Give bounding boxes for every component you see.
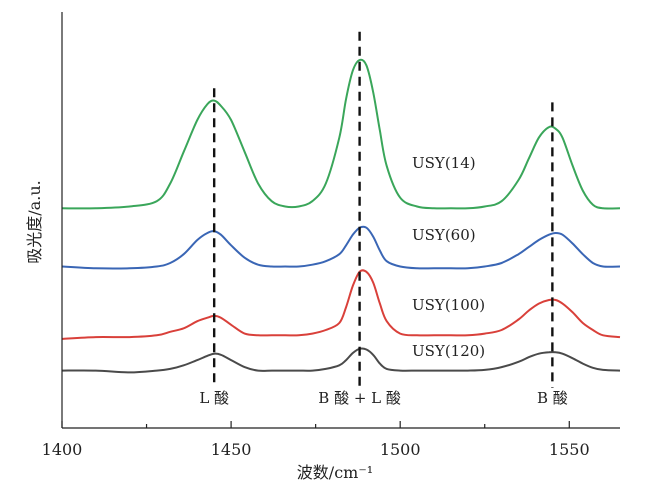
x-tick-label: 1450 xyxy=(211,440,252,459)
x-tick-label: 1500 xyxy=(380,440,421,459)
reference-annotations: L 酸 B 酸 + L 酸 B 酸 xyxy=(199,31,568,407)
y-axis-title: 吸光度/a.u. xyxy=(25,180,44,263)
reference-label: B 酸 xyxy=(537,389,568,407)
series-label: USY(60) xyxy=(412,226,476,244)
series-label: USY(100) xyxy=(412,296,485,314)
series-label: USY(120) xyxy=(412,342,485,360)
plot-area: USY(14) USY(60) USY(100) USY(120) xyxy=(61,58,621,374)
reference-label: B 酸 + L 酸 xyxy=(318,389,401,407)
series-line-0 xyxy=(61,58,621,210)
series-line-1 xyxy=(61,225,621,270)
x-axis-title: 波数/cm⁻¹ xyxy=(297,463,373,482)
series-line-2 xyxy=(61,269,621,340)
x-tick-label: 1400 xyxy=(42,440,83,459)
x-tick-label: 1550 xyxy=(549,440,590,459)
reference-label: L 酸 xyxy=(199,389,229,407)
series-line-3 xyxy=(61,347,621,374)
x-axis-ticks: 1400 1450 1500 1550 xyxy=(42,421,590,459)
series-label: USY(14) xyxy=(412,154,476,172)
